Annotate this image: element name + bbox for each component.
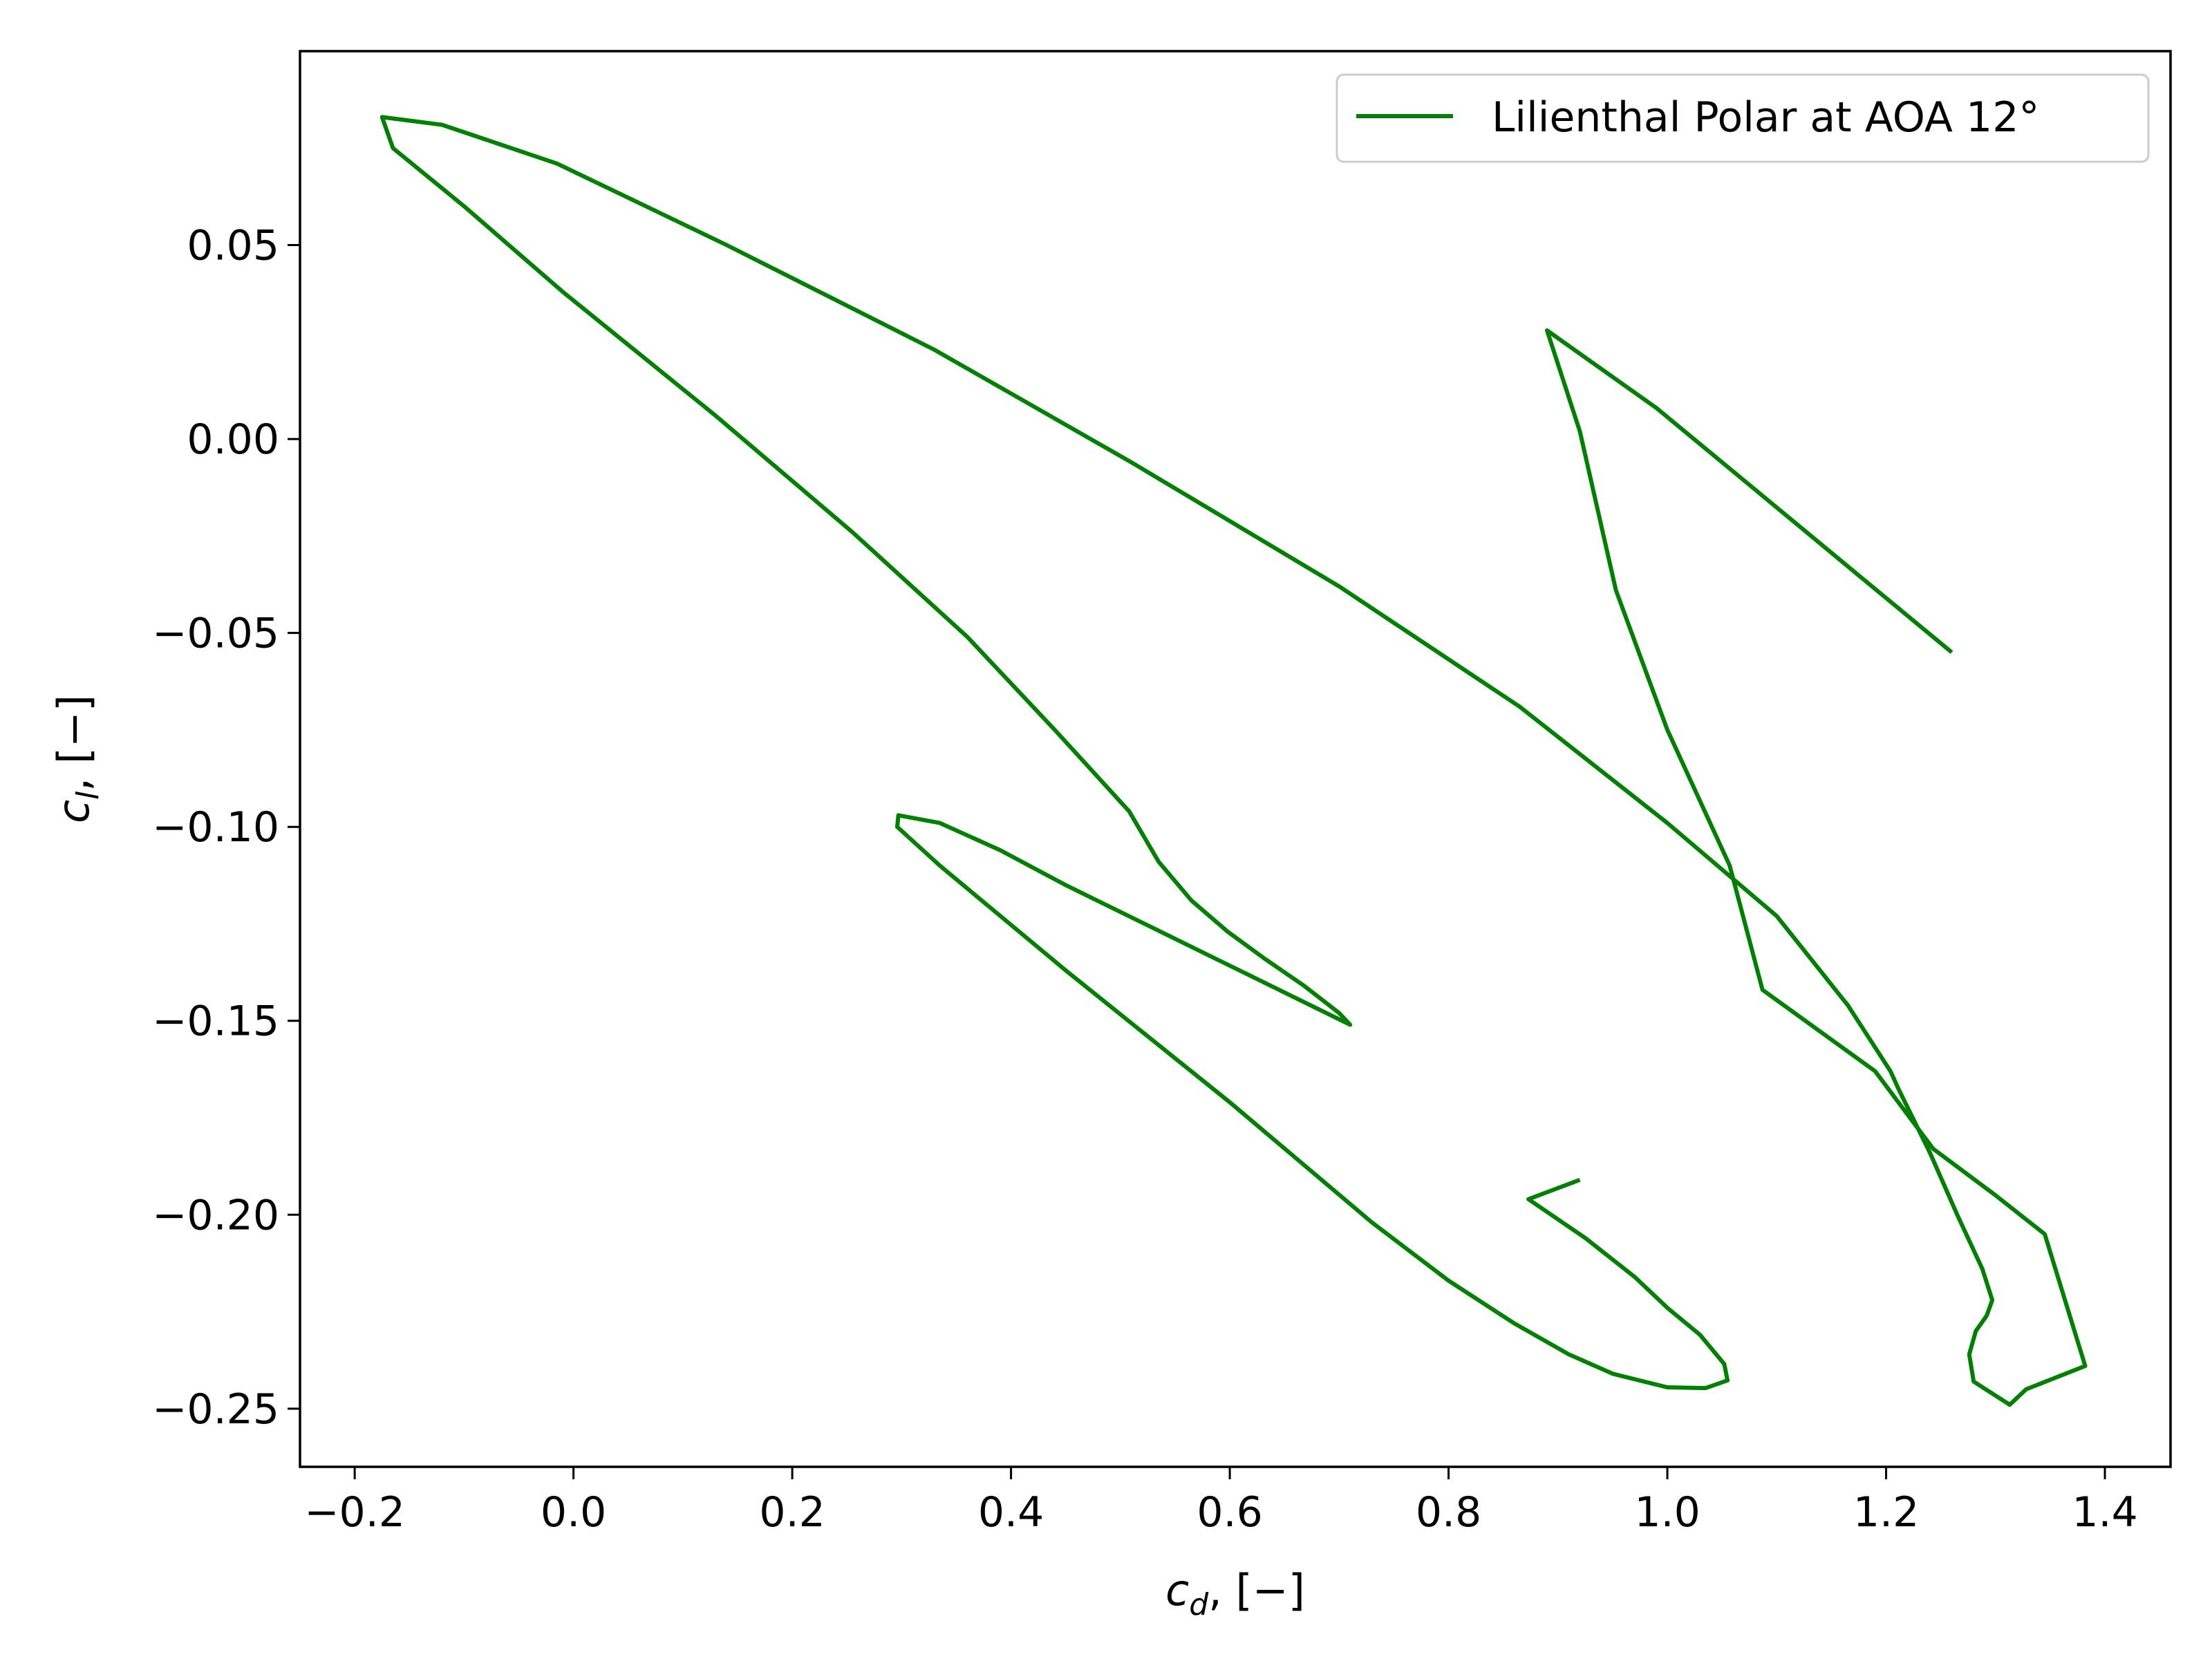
x-tick-label: 0.6 [1197, 1488, 1262, 1537]
x-axis-label-units: , [−] [1208, 1565, 1305, 1615]
legend-box [1335, 73, 2150, 163]
y-axis-label: cl, [−] [48, 695, 106, 823]
x-tick-label: −0.2 [304, 1488, 405, 1537]
x-tick-label: 0.4 [978, 1488, 1044, 1537]
y-tick-label: −0.20 [152, 1191, 279, 1239]
x-tick-label: 1.2 [1853, 1488, 1919, 1537]
legend-label: Lilienthal Polar at AOA 12° [1492, 93, 2039, 142]
y-tick-label: 0.00 [187, 415, 279, 464]
x-tick-label: 0.2 [759, 1488, 825, 1537]
x-tick-label: 0.8 [1416, 1488, 1481, 1537]
y-tick-label: −0.15 [152, 997, 279, 1046]
plot-area [379, 115, 2088, 1407]
x-tick-label: 0.0 [541, 1488, 606, 1537]
y-axis-label-main: c [48, 800, 99, 823]
legend: Lilienthal Polar at AOA 12° [1335, 73, 2150, 163]
axis-ticks: −0.2 0.0 0.2 0.4 0.6 0.8 1.0 1.2 1.4 0.05 0.00 −0.0… [152, 222, 2138, 1537]
x-axis-label-subscript: d [1189, 1587, 1209, 1622]
x-tick-label: 1.4 [2072, 1488, 2137, 1537]
y-axis-label-subscript: l [71, 791, 106, 800]
axes-frame [299, 50, 2172, 1468]
y-axis-label-units: , [−] [48, 695, 99, 791]
y-tick-label: −0.05 [152, 610, 279, 658]
x-axis-label: cd, [−] [1165, 1565, 1305, 1622]
y-tick-label: 0.05 [187, 222, 279, 270]
y-tick-label: −0.25 [152, 1385, 279, 1434]
y-tick-label: −0.10 [152, 803, 279, 852]
x-tick-label: 1.0 [1634, 1488, 1700, 1537]
series-line [379, 115, 2088, 1407]
x-axis-label-main: c [1165, 1565, 1189, 1615]
